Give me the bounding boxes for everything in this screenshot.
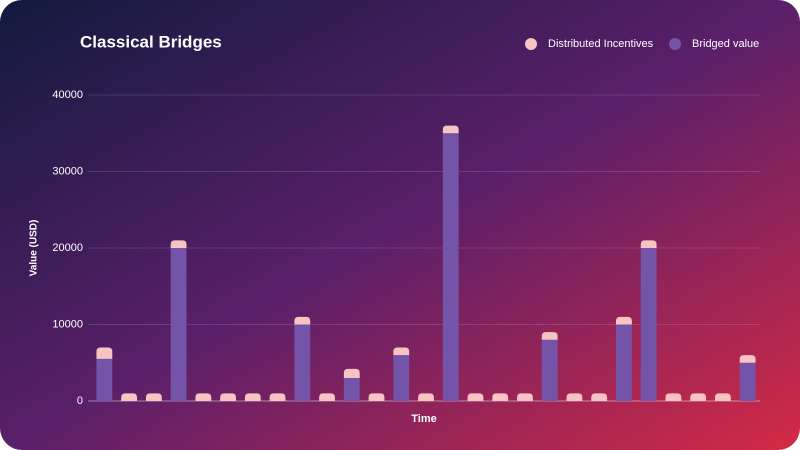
bar-segment (220, 393, 236, 401)
y-axis-label: Value (USD) (29, 220, 40, 277)
bar-segment (121, 393, 138, 401)
bar-segment (96, 347, 113, 359)
bar-segment (541, 332, 558, 340)
bar-segment (294, 316, 311, 325)
y-tick-label: 40000 (52, 89, 83, 101)
bar-segment (96, 358, 113, 401)
bar-segment (665, 393, 682, 401)
bar-segment (467, 393, 484, 401)
bar-segment (294, 324, 311, 401)
bar-segment (616, 316, 632, 325)
bar-segment (170, 240, 187, 248)
bar-segment (714, 393, 731, 401)
legend-marker (525, 38, 537, 50)
bar-segment (591, 393, 608, 401)
x-axis-label: Time (411, 413, 436, 425)
bar-segment (244, 393, 261, 401)
bar-segment (343, 378, 360, 401)
bar-segment (418, 393, 434, 401)
bar-segment (442, 133, 459, 401)
bar-segment (393, 347, 410, 356)
bar-segment (368, 393, 385, 401)
bar-segment (739, 355, 756, 363)
y-tick-label: 30000 (52, 165, 83, 177)
chart-title: Classical Bridges (80, 32, 222, 51)
legend-marker (669, 38, 681, 50)
legend-label: Distributed Incentives (548, 38, 654, 50)
bar-segment (343, 368, 360, 379)
bar-segment (739, 362, 756, 401)
bar-segment (690, 393, 707, 401)
bar-segment (640, 248, 657, 401)
legend-label: Bridged value (692, 38, 759, 50)
bar-segment (319, 393, 335, 401)
y-tick-label: 0 (77, 395, 83, 407)
y-tick-label: 20000 (52, 242, 83, 254)
bar-segment (492, 393, 509, 401)
bar-segment (170, 248, 187, 401)
bar-segment (195, 393, 212, 401)
y-tick-label: 10000 (52, 318, 83, 330)
bar-segment (393, 355, 410, 401)
bar-segment (566, 393, 583, 401)
bar-segment (269, 393, 286, 401)
bar-segment (640, 240, 657, 248)
bar-segment (517, 393, 533, 401)
bar-segment (541, 339, 558, 401)
bar-segment (616, 324, 632, 401)
bar-segment (145, 393, 162, 401)
bar-segment (442, 125, 459, 134)
